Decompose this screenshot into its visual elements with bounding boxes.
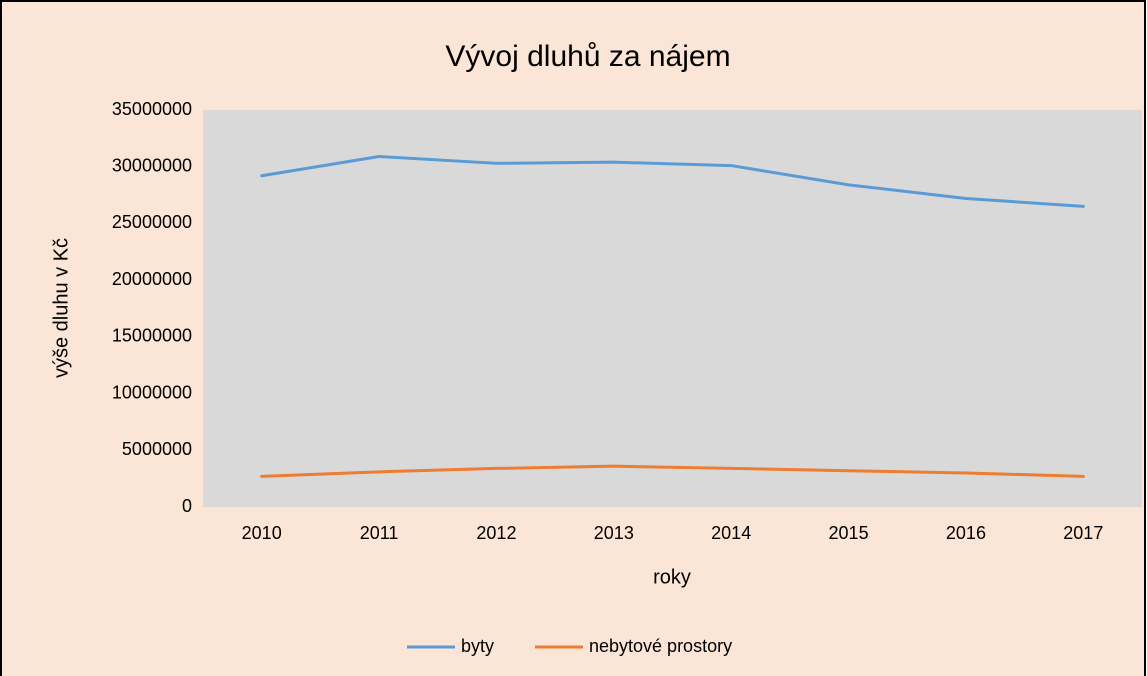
x-tick-label: 2010 bbox=[242, 523, 282, 543]
x-tick-label: 2013 bbox=[594, 523, 634, 543]
x-tick-label: 2011 bbox=[360, 523, 399, 543]
plot-area bbox=[203, 110, 1142, 507]
x-axis-label: roky bbox=[653, 566, 691, 588]
y-axis-label: výše dluhu v Kč bbox=[50, 238, 72, 378]
y-tick-label: 20000000 bbox=[112, 269, 192, 289]
series-line bbox=[260, 464, 1085, 478]
y-tick-label: 15000000 bbox=[112, 326, 192, 346]
legend-label: byty bbox=[461, 636, 494, 656]
y-tick-label: 5000000 bbox=[122, 439, 192, 459]
chart-title: Vývoj dluhů za nájem bbox=[445, 40, 730, 73]
x-tick-label: 2017 bbox=[1063, 523, 1103, 543]
x-tick-label: 2015 bbox=[829, 523, 869, 543]
y-tick-label: 35000000 bbox=[112, 99, 192, 119]
legend-label: nebytové prostory bbox=[589, 636, 732, 656]
x-tick-label: 2014 bbox=[711, 523, 751, 543]
y-tick-label: 10000000 bbox=[112, 382, 192, 402]
series-line bbox=[260, 155, 1085, 208]
y-tick-label: 25000000 bbox=[112, 212, 192, 232]
x-tick-label: 2016 bbox=[946, 523, 986, 543]
y-tick-label: 0 bbox=[182, 496, 192, 516]
x-tick-label: 2012 bbox=[476, 523, 516, 543]
y-tick-label: 30000000 bbox=[112, 155, 192, 175]
